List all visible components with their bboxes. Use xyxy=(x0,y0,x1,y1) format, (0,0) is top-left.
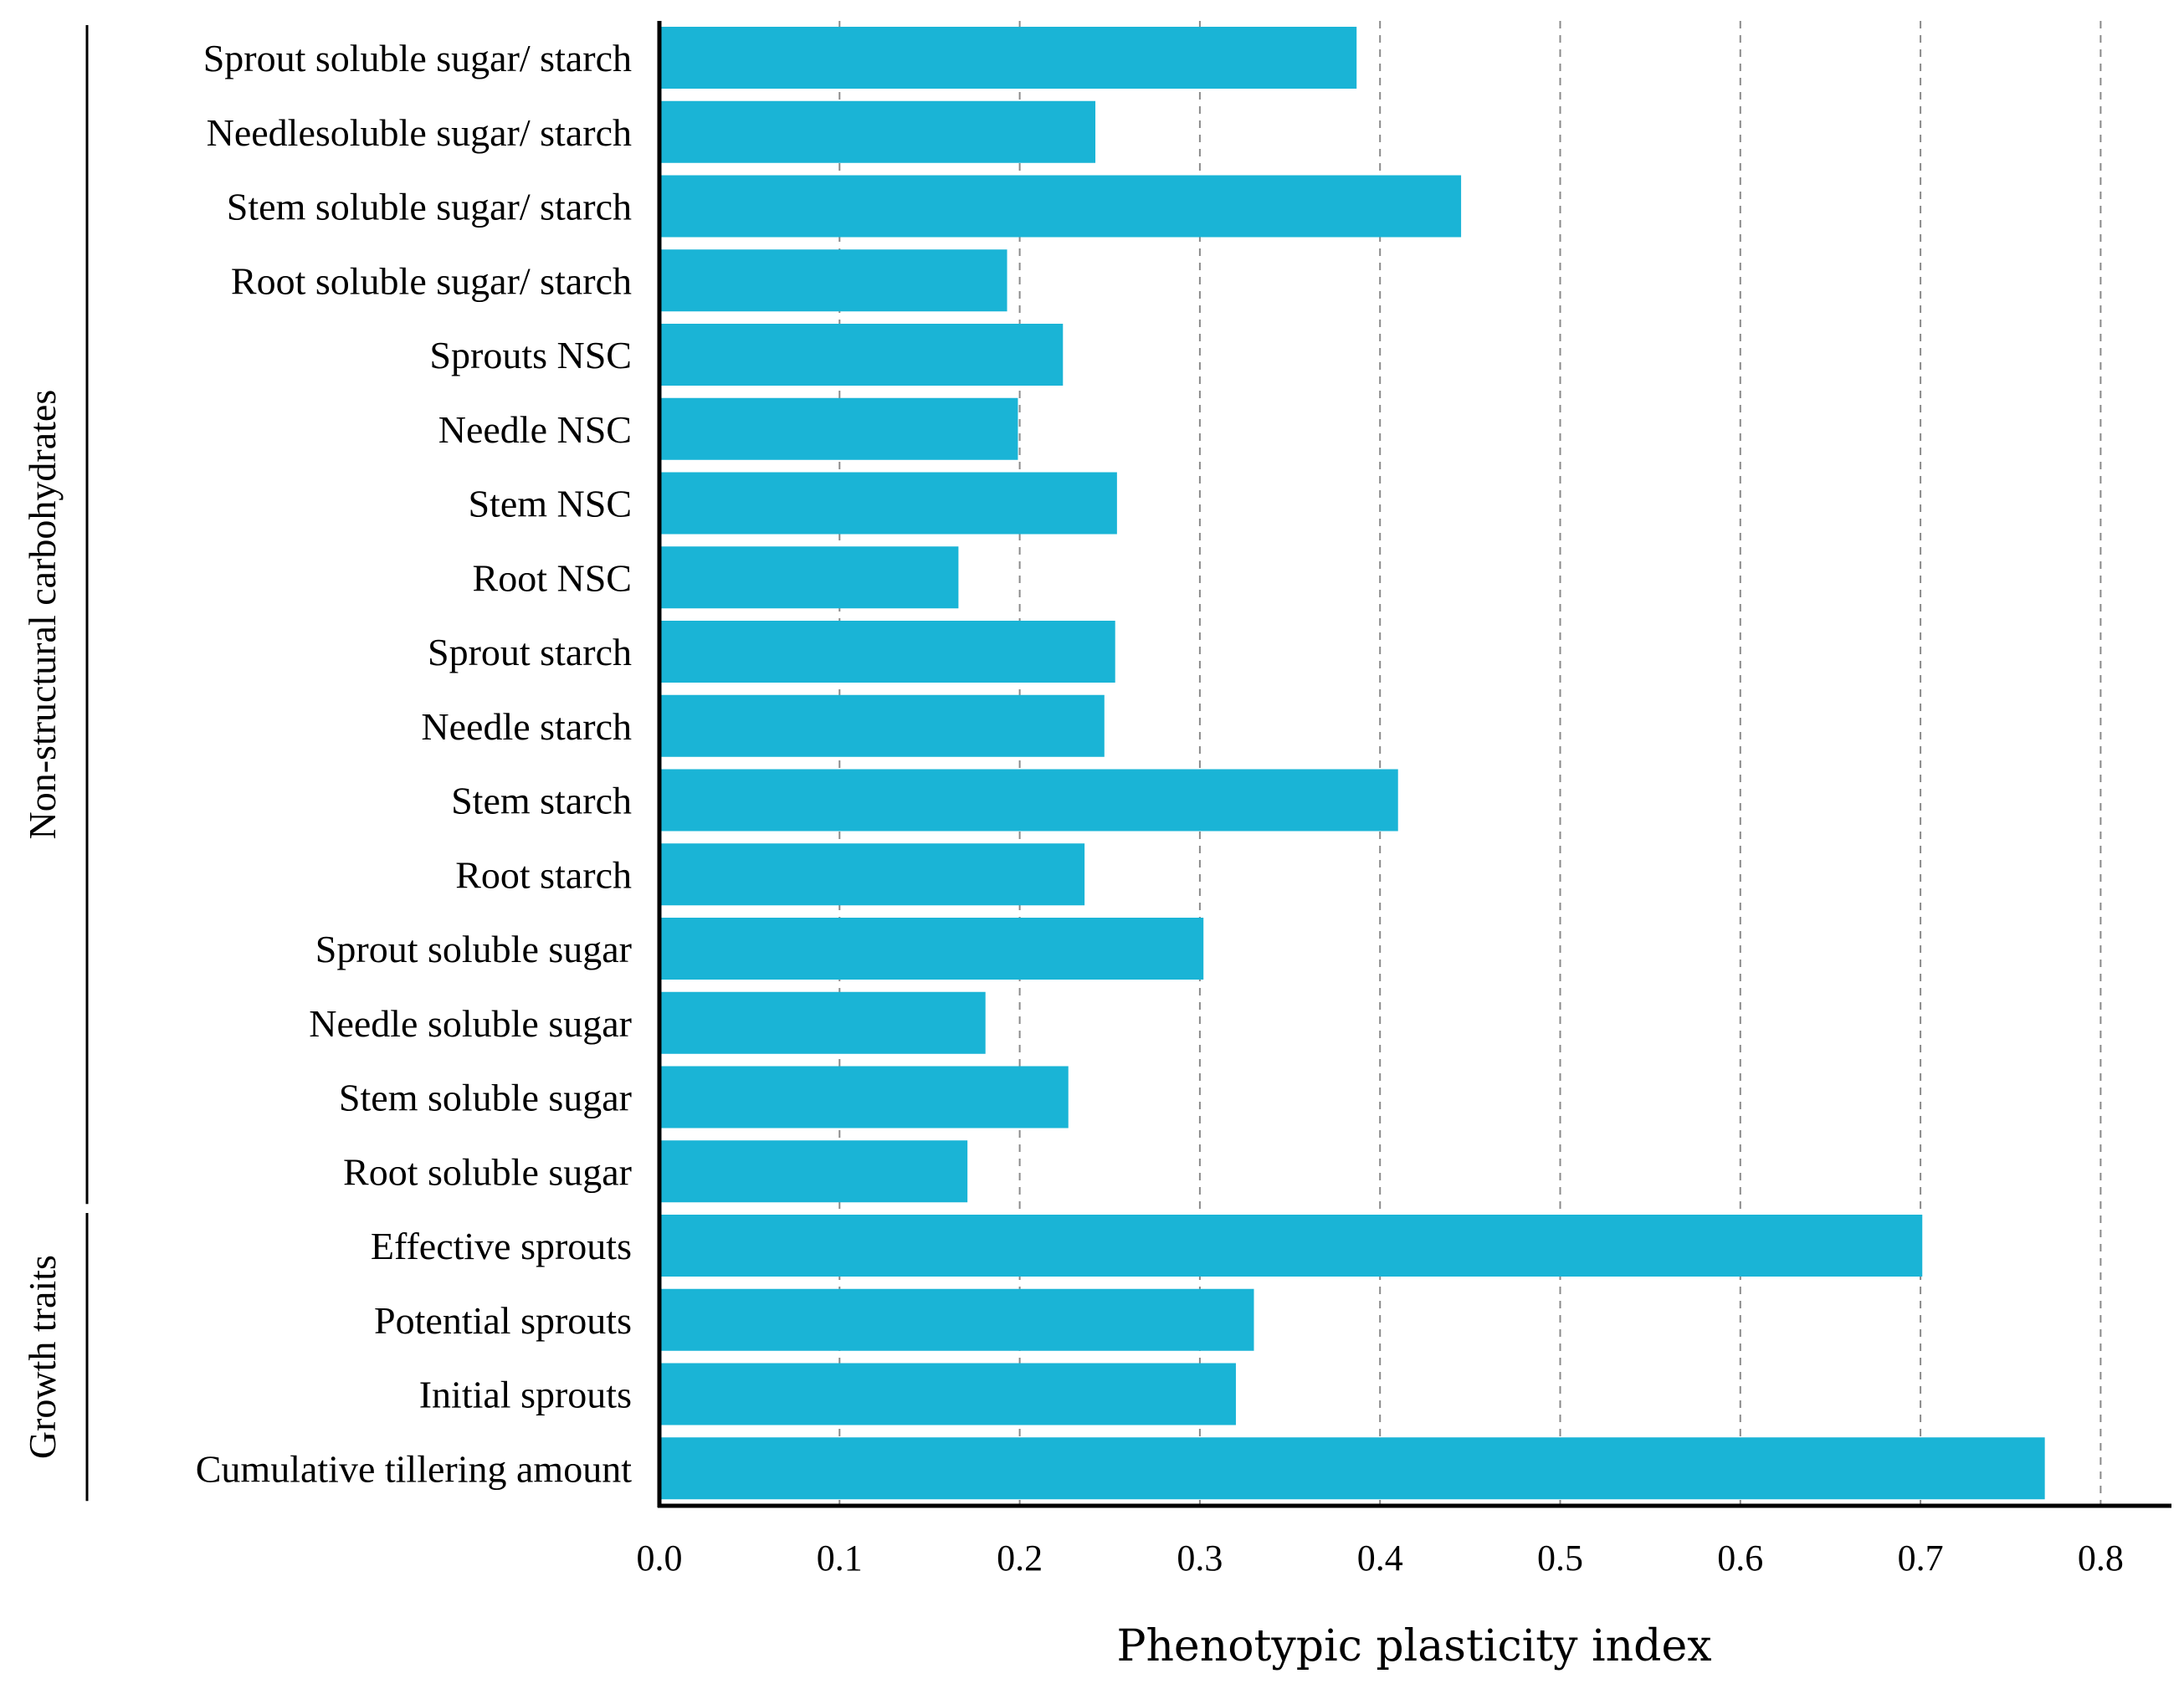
category-label: Cumulative tillering amount xyxy=(196,1447,632,1490)
category-label: Stem soluble sugar xyxy=(339,1077,632,1119)
category-label: Needlesoluble sugar/ starch xyxy=(207,111,632,154)
category-label: Needle starch xyxy=(421,705,632,748)
category-label: Sprout starch xyxy=(428,631,632,673)
category-label: Potential sprouts xyxy=(374,1299,632,1342)
bar xyxy=(661,769,1398,832)
bar xyxy=(661,694,1105,757)
category-label: Stem NSC xyxy=(468,483,632,525)
x-tick-label: 0.0 xyxy=(637,1538,683,1579)
x-tick-label: 0.6 xyxy=(1717,1538,1763,1579)
grid-lines xyxy=(838,21,2102,1506)
bar xyxy=(661,397,1018,460)
bar xyxy=(661,249,1007,312)
bar xyxy=(661,1363,1236,1425)
bar xyxy=(661,1215,1923,1277)
group-label: Non-structural carbohydrates xyxy=(21,390,64,840)
x-tick-label: 0.3 xyxy=(1177,1538,1223,1579)
category-label: Effective sprouts xyxy=(371,1225,632,1267)
bar xyxy=(661,991,986,1054)
category-label: Sprout soluble sugar/ starch xyxy=(203,37,632,79)
bar xyxy=(661,1066,1069,1128)
x-tick-label: 0.2 xyxy=(997,1538,1043,1579)
bar xyxy=(661,324,1064,386)
x-tick-label: 0.4 xyxy=(1357,1538,1403,1579)
bar xyxy=(661,1437,2045,1500)
category-label: Root NSC xyxy=(473,556,632,599)
category-label: Stem starch xyxy=(451,780,632,822)
category-label: Stem soluble sugar/ starch xyxy=(227,186,632,228)
x-tick-label: 0.5 xyxy=(1537,1538,1583,1579)
category-label: Needle soluble sugar xyxy=(309,1002,632,1045)
category-label: Initial sprouts xyxy=(419,1374,632,1416)
bar xyxy=(661,546,959,609)
bars xyxy=(661,27,2045,1500)
category-label: Root soluble sugar/ starch xyxy=(231,259,632,302)
category-label: Sprouts NSC xyxy=(429,334,632,376)
bar xyxy=(661,621,1115,683)
x-tick-labels: 0.0 0.1 0.2 0.3 0.4 0.5 0.6 0.7 0.8 xyxy=(637,1538,2124,1579)
bar xyxy=(661,472,1117,535)
category-label: Sprout soluble sugar xyxy=(315,928,632,970)
bar xyxy=(661,27,1357,89)
group-label: Growth traits xyxy=(21,1255,64,1459)
group-brackets: Non-structural carbohydrates Growth trait… xyxy=(21,25,89,1502)
bar xyxy=(661,918,1204,980)
bar xyxy=(661,1140,968,1203)
category-label: Root soluble sugar xyxy=(343,1150,632,1193)
x-tick-label: 0.1 xyxy=(817,1538,863,1579)
x-axis-title: Phenotypic plasticity index xyxy=(1116,1621,1711,1671)
bar xyxy=(661,843,1085,906)
category-labels: Sprout soluble sugar/ starch Needlesolubl… xyxy=(196,37,632,1490)
category-label: Needle NSC xyxy=(438,408,632,451)
x-tick-label: 0.8 xyxy=(2078,1538,2124,1579)
bar xyxy=(661,1288,1254,1351)
x-tick-label: 0.7 xyxy=(1898,1538,1944,1579)
category-label: Root starch xyxy=(455,853,632,896)
axes xyxy=(657,21,2171,1508)
bar xyxy=(661,100,1096,163)
bar xyxy=(661,175,1462,238)
